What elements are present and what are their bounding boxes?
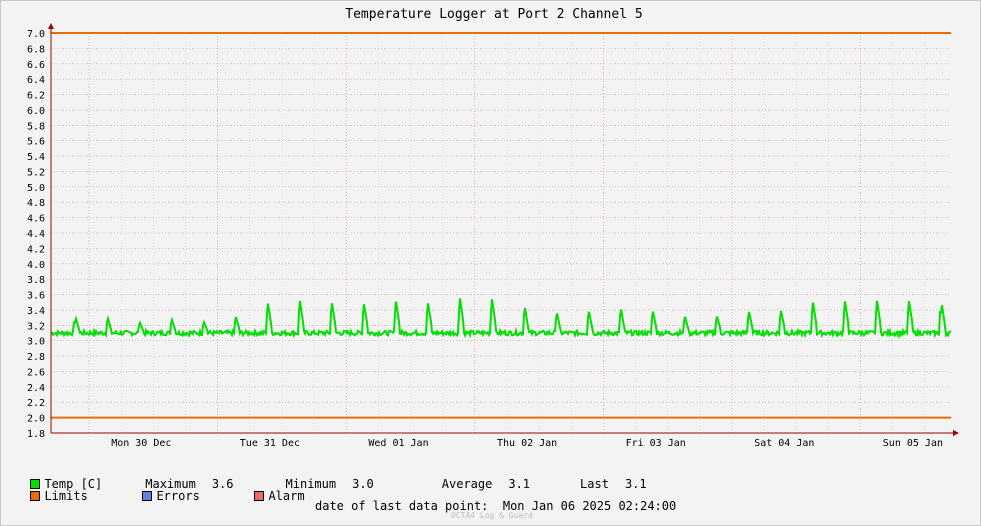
- legend-last-label: Last: [580, 477, 609, 491]
- legend-min-label: Minimum: [285, 477, 337, 491]
- alarm-swatch-icon: [254, 491, 265, 501]
- legend-temp-label: Temp [C]: [44, 477, 103, 491]
- x-tick-label: Fri 03 Jan: [626, 438, 686, 449]
- y-tick-label: 2.4: [27, 383, 45, 394]
- last-data-label: date of last data point:: [315, 499, 489, 513]
- y-tick-label: 5.0: [27, 183, 45, 194]
- temp-series-line: [50, 298, 952, 339]
- y-axis-arrow-icon: [48, 23, 54, 29]
- limits-swatch-icon: [30, 491, 41, 501]
- y-tick-label: 4.6: [27, 214, 45, 225]
- legend-last-value: 3.1: [624, 477, 647, 491]
- y-tick-label: 2.6: [27, 367, 45, 378]
- x-tick-label: Thu 02 Jan: [497, 438, 557, 449]
- y-tick-label: 5.2: [27, 167, 45, 178]
- credit-watermark: OCTA4 Log & Guard: [451, 511, 533, 520]
- y-tick-label: 2.0: [27, 414, 45, 425]
- y-tick-label: 4.0: [27, 260, 45, 271]
- errors-swatch-icon: [142, 491, 153, 501]
- y-tick-label: 5.4: [27, 152, 45, 163]
- y-tick-label: 6.0: [27, 106, 45, 117]
- legend-errors: Errors: [142, 489, 254, 503]
- legend-avg-label: Average: [441, 477, 493, 491]
- legend-min-value: 3.0: [352, 477, 374, 491]
- legend-alarm: Alarm: [254, 489, 305, 503]
- series-layer: [50, 298, 952, 339]
- y-tick-label: 6.2: [27, 91, 45, 102]
- axis-ticks: 7.0 6.8 6.6 6.4 6.2 6.0 5.8 5.6 5.4 5.2 5.0 4.8 4.6 4…: [27, 29, 943, 449]
- legend-errors-label: Errors: [156, 489, 200, 503]
- legend-avg-value: 3.1: [508, 477, 531, 491]
- y-tick-label: 4.4: [27, 229, 45, 240]
- y-tick-label: 3.2: [27, 321, 45, 332]
- y-tick-label: 3.4: [27, 306, 45, 317]
- legend-max-label: Maximum: [145, 477, 196, 491]
- legend-limits: Limits: [30, 489, 142, 503]
- y-tick-label: 5.8: [27, 121, 45, 132]
- y-tick-label: 2.2: [27, 398, 45, 409]
- x-tick-label: Wed 01 Jan: [368, 438, 428, 449]
- legend-row-temp: Temp [C] Maximum 3.6 Minimum 3.0 Average 3.1 La…: [16, 463, 647, 491]
- y-tick-label: 3.6: [27, 291, 45, 302]
- legend-alarm-label: Alarm: [268, 489, 305, 503]
- x-axis-arrow-icon: [953, 430, 959, 436]
- x-tick-label: Sat 04 Jan: [754, 438, 814, 449]
- x-tick-label: Sun 05 Jan: [883, 438, 943, 449]
- x-tick-label: Mon 30 Dec: [111, 438, 171, 449]
- y-tick-label: 5.6: [27, 137, 45, 148]
- y-tick-label: 2.8: [27, 352, 45, 363]
- legend-row-status: Limits Errors Alarm: [16, 475, 305, 503]
- legend-max-value: 3.6: [211, 477, 234, 491]
- legend-temp: Temp [C]: [30, 477, 102, 491]
- grid: [51, 32, 951, 433]
- y-tick-label: 3.8: [27, 275, 45, 286]
- temp-swatch-icon: [30, 479, 41, 489]
- x-tick-label: Tue 31 Dec: [240, 438, 300, 449]
- last-data-value: Mon Jan 06 2025 02:24:00: [502, 499, 677, 513]
- y-tick-label: 1.8: [27, 429, 45, 440]
- y-tick-label: 7.0: [27, 29, 45, 40]
- chart-title: Temperature Logger at Port 2 Channel 5: [345, 7, 642, 22]
- y-tick-label: 4.2: [27, 244, 45, 255]
- y-tick-label: 6.8: [27, 44, 45, 55]
- limit-lines: [51, 32, 951, 419]
- y-tick-label: 6.4: [27, 75, 45, 86]
- legend-limits-label: Limits: [44, 489, 88, 503]
- y-tick-label: 6.6: [27, 60, 45, 71]
- axes: [48, 23, 959, 436]
- y-tick-label: 3.0: [27, 337, 45, 348]
- last-data-point: date of last data point: Mon Jan 06 2025…: [315, 499, 676, 513]
- y-tick-label: 4.8: [27, 198, 45, 209]
